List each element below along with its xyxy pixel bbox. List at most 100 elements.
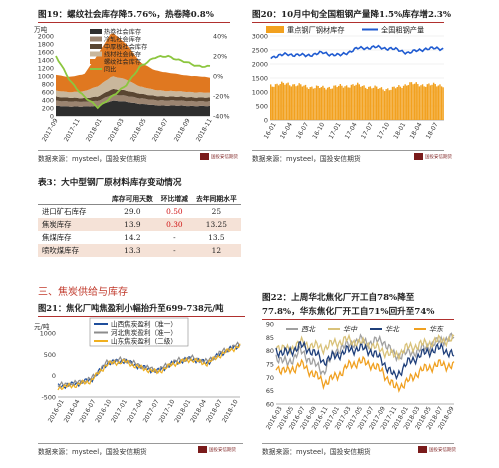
fig21-source: 数据来源：mysteel，国投安信期货 (38, 448, 147, 456)
row-label: 喷吹煤库存 (42, 246, 79, 255)
bar (361, 85, 364, 120)
legend-label: 冷轧社会库存 (104, 36, 141, 44)
bar (334, 85, 337, 120)
bar (306, 87, 308, 120)
bar (339, 84, 342, 120)
fig19-title: 图19：螺纹社会库存降5.76%，热卷降0.8% (38, 10, 214, 20)
bar (439, 84, 441, 120)
bar (402, 85, 405, 120)
change-cell: 0.30 (166, 220, 183, 229)
bar (401, 88, 403, 120)
bar (296, 85, 299, 120)
legend-label: 山西焦炭盈利（准一） (111, 320, 177, 329)
fig20-title-rule (252, 22, 444, 23)
bar (417, 84, 419, 120)
bar (440, 86, 443, 120)
bar (301, 86, 304, 120)
y-tick-label: 70 (266, 374, 274, 382)
bar (271, 86, 273, 120)
bar (293, 84, 296, 120)
x-tick-label: 16-04 (279, 121, 294, 140)
table-row: 焦煤库存 14.2 - 13.5 (38, 231, 241, 244)
series-line-河北焦炭盈利（准一） (57, 341, 241, 388)
fig21-title-rule (38, 316, 245, 317)
bar (420, 85, 422, 120)
bar (300, 84, 302, 120)
y-tick-label: 3000 (252, 33, 268, 41)
series-line-山东焦炭盈利（二级） (57, 343, 241, 391)
bar (281, 81, 283, 120)
bar (358, 84, 360, 120)
bar (442, 87, 444, 120)
y-tick-label: 500 (44, 351, 56, 359)
days-cell: 29.0 (124, 207, 141, 216)
bar (270, 84, 272, 120)
legend-label: 华东 (429, 326, 444, 334)
fig22-source-rule (262, 443, 454, 444)
fig22-title-rule (262, 319, 454, 320)
y2-tick-label: -20% (213, 93, 230, 101)
bar (425, 86, 427, 120)
bar (312, 88, 315, 120)
y-tick-label: 0 (50, 113, 54, 121)
y-tick-label: 500 (256, 103, 268, 111)
table-header-cell: 库存可用天数 (108, 191, 157, 205)
y-axis-unit: 元/吨 (34, 322, 50, 331)
bar (387, 88, 389, 120)
x-tick-label: 18-01 (392, 121, 407, 140)
y-axis-unit: 万吨 (34, 25, 48, 34)
bar (290, 86, 292, 120)
bar (372, 87, 375, 120)
legend-label: 热卷社会库存 (104, 28, 141, 36)
table-header-cell: 环比增减 (156, 191, 192, 205)
y2-tick-label: 20% (213, 53, 227, 61)
bar (377, 88, 379, 120)
y-tick-label: 90 (266, 321, 274, 329)
last-year-cell: 12 (211, 246, 222, 255)
change-cell: 0.50 (166, 207, 183, 216)
bar (385, 89, 387, 120)
row-label: 焦炭库存 (42, 220, 72, 229)
bar (394, 88, 397, 120)
bar (369, 86, 372, 120)
bar (364, 87, 367, 120)
series-line (270, 44, 444, 60)
bar (326, 87, 329, 120)
bar (398, 85, 400, 120)
bar (431, 84, 433, 120)
bar (415, 82, 417, 120)
y-tick-label: 1000 (252, 89, 268, 97)
bar (311, 86, 313, 120)
fig19-title-rule (38, 22, 230, 23)
y-tick-label: 85 (266, 334, 274, 342)
bar (391, 86, 394, 120)
legend-swatch (90, 44, 102, 49)
x-tick-label: 2018-01 (85, 117, 104, 143)
legend-label: 西北 (301, 326, 316, 334)
bar (320, 87, 323, 120)
x-tick-label: 18-04 (409, 121, 424, 140)
legend-label: 中厚板社会库存 (104, 43, 147, 51)
bar (393, 86, 395, 120)
table-header-cell (38, 191, 108, 205)
legend-label: 全国粗钢产量 (381, 26, 424, 35)
bar (333, 85, 335, 120)
bar (413, 83, 416, 120)
bar (309, 87, 311, 120)
bar (331, 88, 334, 120)
table3-title: 表3：大中型钢厂原材料库存变动情况 (38, 178, 182, 188)
y-tick-label: 200 (42, 105, 54, 113)
bar (432, 82, 435, 120)
company-logo-icon (200, 153, 209, 160)
days-cell: 13.3 (124, 246, 141, 255)
bar (342, 87, 345, 120)
table3: 库存可用天数 环比增减 去年同期水平 进口矿石库存 29.0 0.50 25 焦… (38, 191, 241, 257)
days-cell: 13.9 (124, 220, 141, 229)
x-tick-label: 17-04 (344, 121, 359, 140)
bar (284, 84, 286, 120)
bar (406, 85, 408, 120)
row-label: 焦煤库存 (42, 233, 72, 242)
series-line-华东 (275, 355, 455, 393)
fig20-title: 图20：10月中旬全国粗钢产量降1.5%库存增2.3% (252, 10, 452, 20)
change-cell: - (173, 233, 176, 242)
